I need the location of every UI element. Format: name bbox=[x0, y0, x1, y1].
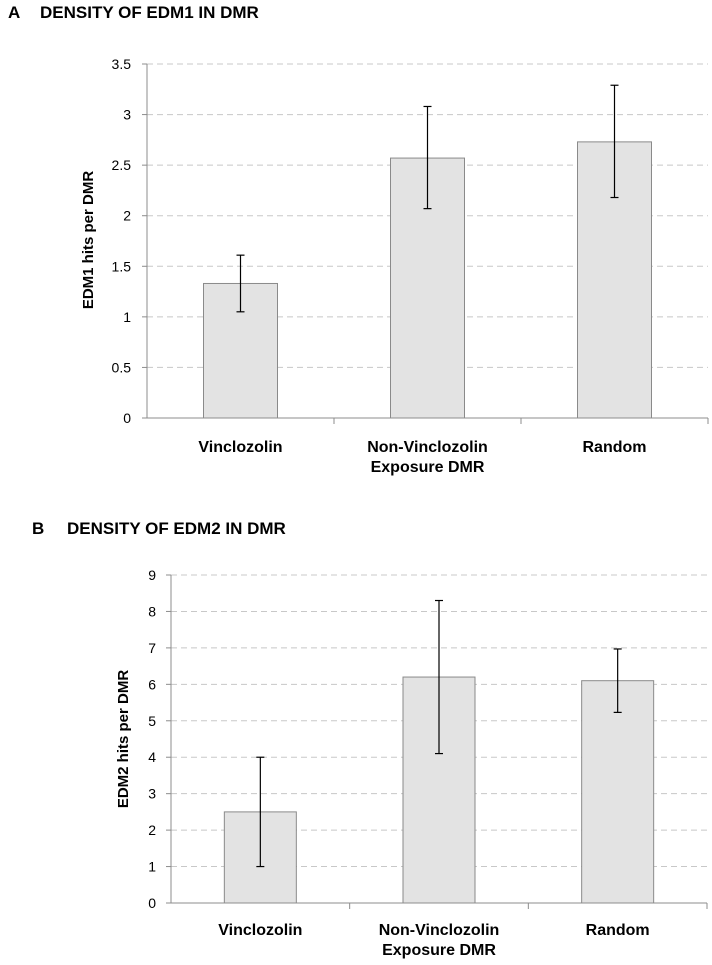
panel-b-axes bbox=[166, 574, 708, 909]
panel-a-y-tick-label: 2 bbox=[123, 208, 131, 224]
panel-a-chart: A DENSITY OF EDM1 IN DMR EDM1 hits per D… bbox=[8, 3, 709, 476]
panel-b-letter: B bbox=[32, 519, 44, 538]
panel-b-y-tick-label: 8 bbox=[148, 603, 156, 619]
panel-b-y-tick-label: 1 bbox=[148, 859, 156, 875]
panel-b-category-label-line: Exposure DMR bbox=[382, 942, 496, 959]
panel-a-y-tick-label: 0.5 bbox=[112, 359, 132, 375]
panel-b-category-labels: Vinclozolin Non-Vinclozolin Exposure DMR Ra… bbox=[218, 922, 649, 959]
panel-b-category-label-line: Random bbox=[586, 922, 650, 939]
panel-b-y-tick-label: 3 bbox=[148, 786, 156, 802]
panel-a-y-ticks: 0 0.5 1 1.5 2 2.5 3 3.5 bbox=[112, 56, 132, 426]
panel-b-y-tick-label: 4 bbox=[148, 749, 156, 765]
panel-a-title: DENSITY OF EDM1 IN DMR bbox=[40, 3, 259, 22]
panel-b-category-label: Vinclozolin bbox=[218, 922, 302, 939]
panel-b-y-ticks: 0 1 2 3 4 5 6 7 8 9 bbox=[148, 567, 156, 911]
panel-a-y-tick-label: 1 bbox=[123, 309, 131, 325]
panel-a-y-tick-label: 0 bbox=[123, 410, 131, 426]
panel-a-category-label-line: Exposure DMR bbox=[371, 459, 485, 476]
panel-a-y-tick-label: 1.5 bbox=[112, 258, 132, 274]
panel-b-y-tick-label: 6 bbox=[148, 676, 156, 692]
panel-a-category-labels: Vinclozolin Non-Vinclozolin Exposure DMR Ra… bbox=[198, 439, 646, 476]
panel-b-y-tick-label: 5 bbox=[148, 713, 156, 729]
panel-b-chart: B DENSITY OF EDM2 IN DMR EDM2 hits per D… bbox=[32, 519, 708, 959]
panel-b-bar bbox=[581, 680, 655, 904]
panel-b-category-label-line: Non-Vinclozolin bbox=[379, 922, 500, 939]
panel-a-error-bars bbox=[236, 84, 619, 313]
panel-b-y-tick-label: 9 bbox=[148, 567, 156, 583]
panel-b-y-tick-label: 7 bbox=[148, 640, 156, 656]
panel-b-error-bars bbox=[256, 599, 622, 868]
panel-a-y-tick-label: 2.5 bbox=[112, 157, 132, 173]
panel-b-category-label: Random bbox=[586, 922, 650, 939]
panel-a-y-axis-label: EDM1 hits per DMR bbox=[80, 171, 97, 310]
panel-a-category-label-line: Vinclozolin bbox=[198, 439, 282, 456]
panel-b-y-tick-label: 2 bbox=[148, 822, 156, 838]
panel-b-title: DENSITY OF EDM2 IN DMR bbox=[67, 519, 286, 538]
panel-a-category-label: Non-Vinclozolin Exposure DMR bbox=[367, 439, 488, 476]
panel-b-y-axis-label: EDM2 hits per DMR bbox=[115, 670, 132, 809]
panel-b-category-label: Non-Vinclozolin Exposure DMR bbox=[379, 922, 500, 959]
panel-b-y-tick-label: 0 bbox=[148, 895, 156, 911]
panel-a-category-label: Vinclozolin bbox=[198, 439, 282, 456]
panel-a-y-tick-label: 3 bbox=[123, 107, 131, 123]
panel-a-category-label-line: Non-Vinclozolin bbox=[367, 439, 488, 456]
panel-a-axes bbox=[142, 63, 709, 424]
panel-a-letter: A bbox=[8, 3, 20, 22]
panel-b-category-label-line: Vinclozolin bbox=[218, 922, 302, 939]
panel-a-category-label-line: Random bbox=[583, 439, 647, 456]
panel-a-category-label: Random bbox=[583, 439, 647, 456]
panel-a-y-tick-label: 3.5 bbox=[112, 56, 132, 72]
